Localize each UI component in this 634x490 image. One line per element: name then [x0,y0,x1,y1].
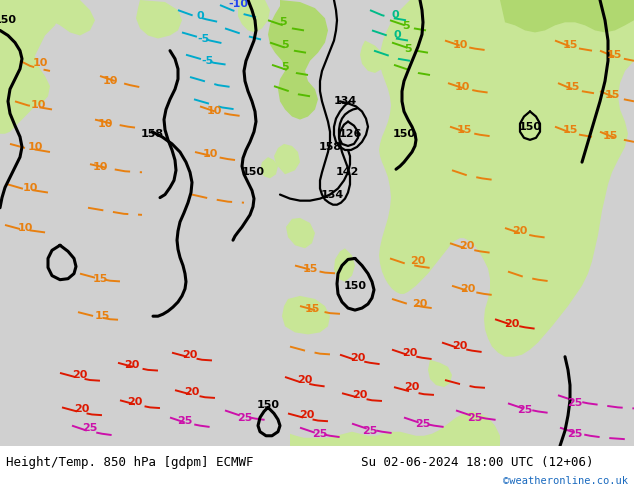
Polygon shape [428,360,452,387]
Text: 20: 20 [353,390,368,400]
Text: 5: 5 [281,40,289,49]
Text: 0: 0 [393,30,401,41]
Text: 20: 20 [460,284,476,294]
Text: 20: 20 [72,370,87,380]
Text: 150: 150 [344,281,366,291]
Text: 150: 150 [257,400,280,410]
Polygon shape [379,0,634,357]
Text: 25: 25 [237,413,253,422]
Polygon shape [136,0,182,39]
Text: 10: 10 [206,106,222,117]
Text: 25: 25 [567,429,583,439]
Polygon shape [0,0,60,134]
Text: 10: 10 [27,142,42,152]
Text: 20: 20 [124,360,139,370]
Text: 15: 15 [604,90,619,100]
Polygon shape [274,144,300,174]
Polygon shape [334,248,355,282]
Text: 25: 25 [178,416,193,425]
Text: 20: 20 [183,350,198,360]
Text: 20: 20 [74,404,89,415]
Polygon shape [360,41,385,73]
Text: 15: 15 [302,264,318,273]
Text: 25: 25 [82,423,98,433]
Text: 20: 20 [299,411,314,420]
Text: 150: 150 [519,122,541,132]
Text: 20: 20 [410,256,425,267]
Text: 10: 10 [97,119,113,129]
Text: 15: 15 [93,274,108,284]
Polygon shape [238,0,270,32]
Text: -5: -5 [202,56,214,66]
Text: 15: 15 [562,125,578,135]
Text: 142: 142 [335,167,359,177]
Text: 20: 20 [459,241,475,251]
Text: 15: 15 [456,125,472,135]
Text: 20: 20 [512,226,527,236]
Text: 20: 20 [404,382,420,392]
Text: 158: 158 [318,142,342,152]
Text: 25: 25 [517,405,533,416]
Text: 15: 15 [94,311,110,321]
Text: ©weatheronline.co.uk: ©weatheronline.co.uk [503,476,628,486]
Text: 15: 15 [564,82,579,92]
Text: 10: 10 [93,162,108,172]
Text: 10: 10 [455,82,470,92]
Text: 10: 10 [102,76,118,86]
Polygon shape [0,0,95,35]
Text: 25: 25 [313,429,328,439]
Text: 10: 10 [32,58,48,68]
Text: 20: 20 [297,375,313,385]
Text: 10: 10 [452,40,468,49]
Text: 150: 150 [242,167,264,177]
Text: 25: 25 [467,413,482,422]
Text: 10: 10 [22,183,37,194]
Polygon shape [282,296,330,334]
Text: 20: 20 [127,397,143,407]
Text: 10: 10 [202,149,217,159]
Text: 0: 0 [391,10,399,20]
Text: 20: 20 [184,387,200,397]
Text: 25: 25 [415,418,430,429]
Text: 20: 20 [351,353,366,363]
Text: 126: 126 [339,129,361,139]
Text: 150: 150 [0,15,16,25]
Text: 15: 15 [602,131,618,141]
Text: Su 02-06-2024 18:00 UTC (12+06): Su 02-06-2024 18:00 UTC (12+06) [361,456,594,469]
Text: -5: -5 [198,33,210,44]
Text: 134: 134 [333,97,356,106]
Polygon shape [260,157,278,178]
Text: 20: 20 [452,341,468,350]
Text: 134: 134 [320,190,344,199]
Polygon shape [286,218,315,248]
Text: 15: 15 [562,40,578,49]
Text: 20: 20 [403,348,418,358]
Text: 15: 15 [304,304,320,314]
Text: 25: 25 [362,426,378,436]
Text: 10: 10 [17,223,33,233]
Text: 150: 150 [392,129,415,139]
Text: 0: 0 [196,11,204,21]
Text: 5: 5 [281,62,289,72]
Text: 10: 10 [30,100,46,110]
Polygon shape [268,0,328,120]
Text: 158: 158 [141,129,164,139]
Text: Height/Temp. 850 hPa [gdpm] ECMWF: Height/Temp. 850 hPa [gdpm] ECMWF [6,456,254,469]
Text: 20: 20 [412,299,428,309]
Text: 20: 20 [504,319,520,329]
Text: 15: 15 [606,49,622,60]
Polygon shape [500,0,634,32]
Text: 5: 5 [279,17,287,27]
Text: 25: 25 [567,398,583,408]
Polygon shape [542,122,558,140]
Polygon shape [290,412,500,446]
Text: 5: 5 [404,44,412,53]
Text: -10: -10 [228,0,248,9]
Text: 5: 5 [402,22,410,31]
